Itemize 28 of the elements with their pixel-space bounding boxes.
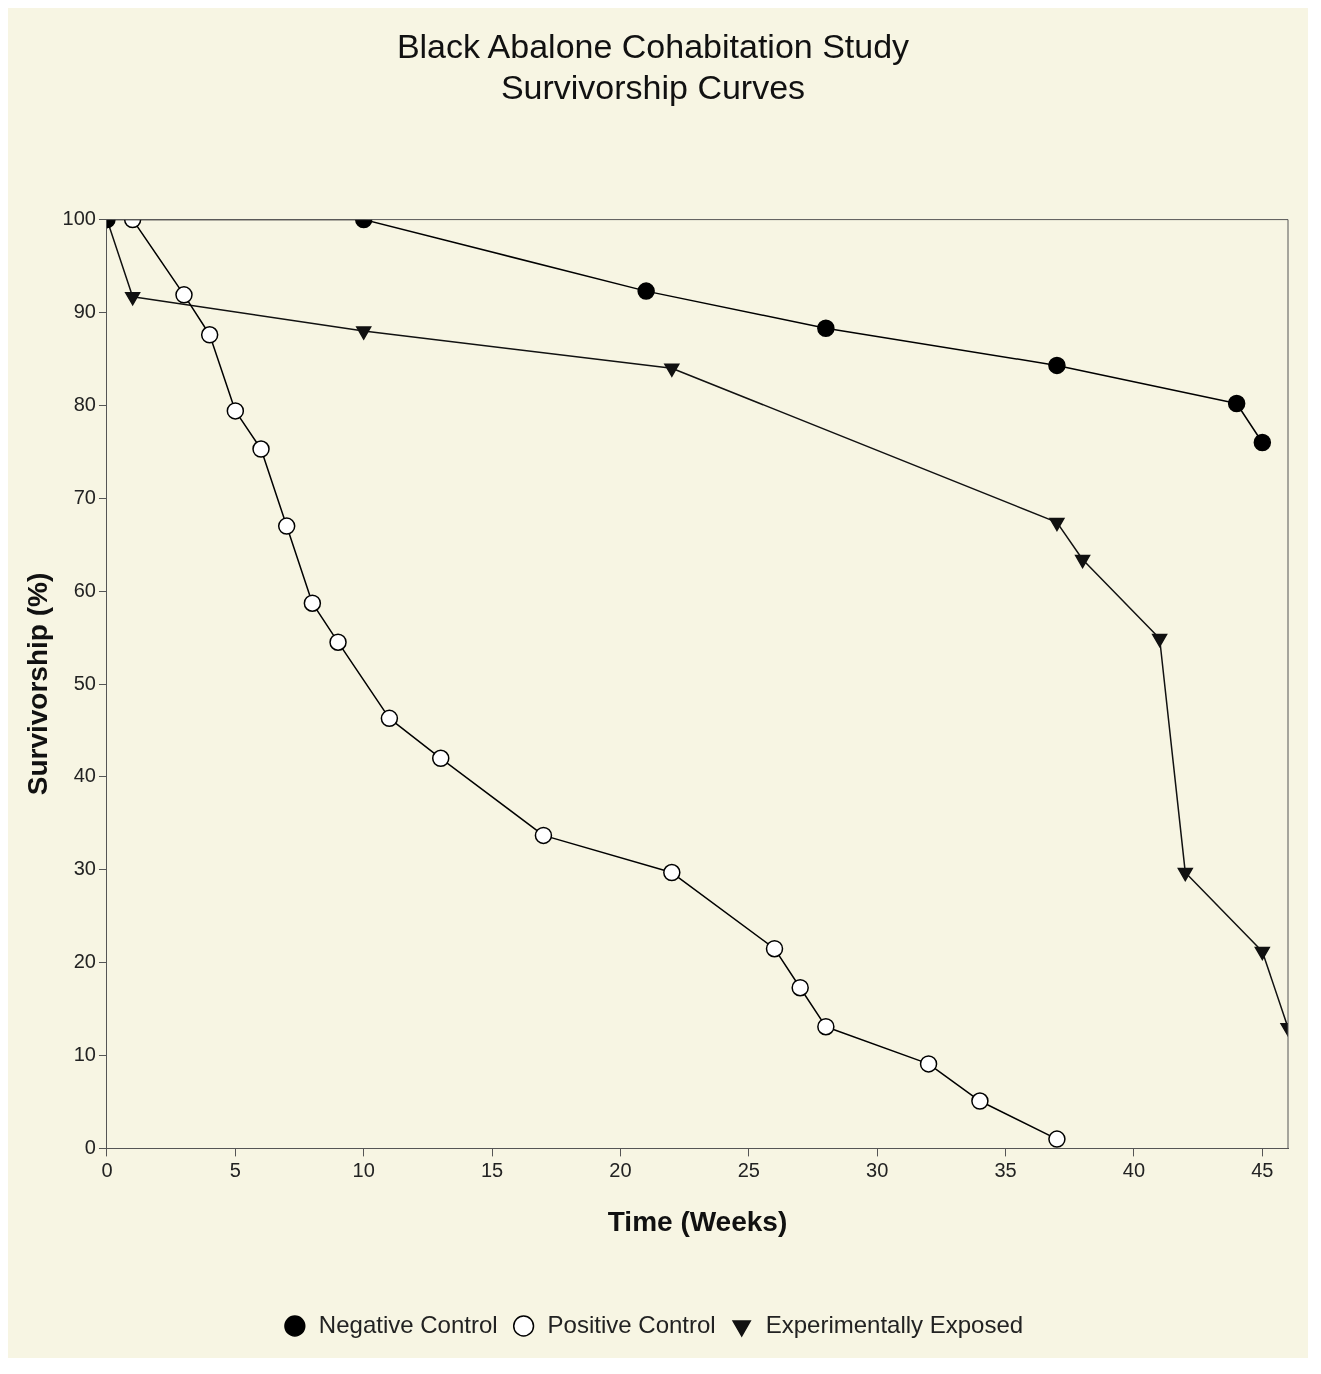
y-tick-label: 0 bbox=[84, 1135, 96, 1158]
x-tick-label: 5 bbox=[229, 1158, 241, 1181]
x-tick-label: 10 bbox=[352, 1158, 375, 1181]
y-tick-label: 60 bbox=[73, 578, 96, 601]
x-tick-label: 20 bbox=[609, 1158, 632, 1181]
chart-subtitle: Survivorship Curves bbox=[500, 67, 806, 106]
legend-label: Negative Control bbox=[318, 1310, 498, 1338]
y-tick-label: 30 bbox=[73, 857, 96, 880]
y-tick-label: 100 bbox=[62, 207, 96, 230]
x-tick-label: 40 bbox=[1122, 1158, 1146, 1181]
y-tick-label: 20 bbox=[73, 950, 96, 973]
x-tick-label: 25 bbox=[737, 1158, 760, 1181]
x-tick-label: 35 bbox=[994, 1158, 1017, 1181]
y-tick-label: 50 bbox=[73, 671, 96, 694]
chart-title: Black Abalone Cohabitation Study bbox=[396, 26, 910, 65]
x-tick-label: 0 bbox=[101, 1158, 113, 1181]
y-tick-label: 10 bbox=[73, 1043, 96, 1066]
x-tick-label: 15 bbox=[480, 1158, 504, 1181]
legend-label: Experimentally Exposed bbox=[765, 1310, 1024, 1338]
y-axis-title: Survivorship (%) bbox=[21, 572, 53, 796]
x-tick-label: 30 bbox=[866, 1158, 889, 1181]
x-tick-label: 45 bbox=[1251, 1158, 1274, 1181]
y-tick-label: 70 bbox=[73, 485, 96, 508]
y-tick-label: 80 bbox=[73, 392, 96, 415]
y-tick-label: 40 bbox=[73, 764, 96, 787]
x-axis-title: Time (Weeks) bbox=[607, 1205, 788, 1237]
y-tick-label: 90 bbox=[73, 300, 96, 322]
legend-label: Positive Control bbox=[547, 1310, 716, 1338]
